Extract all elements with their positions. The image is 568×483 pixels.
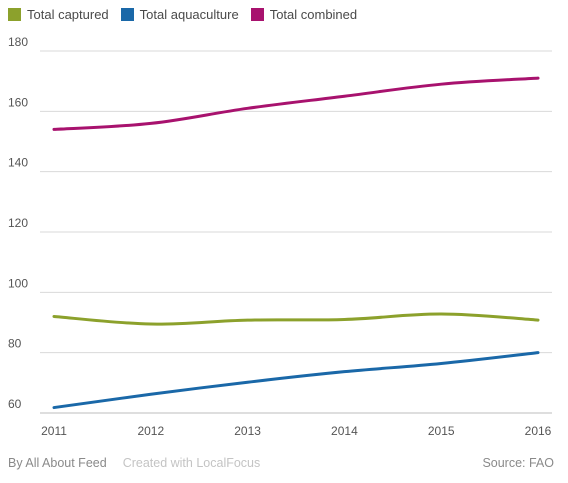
credit-link[interactable]: By All About Feed	[8, 456, 107, 470]
legend-item-aquaculture[interactable]: Total aquaculture	[120, 7, 239, 22]
series-line-total-captured[interactable]	[52, 312, 540, 326]
legend-swatch-aquaculture	[120, 8, 134, 21]
legend-label-combined: Total combined	[269, 7, 358, 22]
legend-swatch-captured	[8, 8, 21, 21]
chart-legend: Total captured Total aquaculture Total c…	[8, 7, 357, 22]
x-tick-label: 2014	[331, 424, 358, 438]
x-tick-label: 2013	[234, 424, 261, 438]
y-tick-label: 60	[8, 397, 22, 411]
legend-item-combined[interactable]: Total combined	[250, 7, 358, 22]
y-tick-label: 180	[8, 35, 28, 49]
gridlines	[40, 50, 552, 414]
series-lines	[52, 76, 540, 410]
legend-swatch-combined	[250, 8, 264, 21]
legend-label-captured: Total captured	[27, 7, 109, 22]
chart-footer: By All About Feed Created with LocalFocu…	[8, 456, 554, 470]
y-tick-label: 100	[8, 276, 28, 290]
y-tick-label: 140	[8, 156, 28, 170]
created-with-link[interactable]: Created with LocalFocus	[122, 456, 261, 470]
series-line-total-combined[interactable]	[52, 76, 540, 131]
y-tick-label: 80	[8, 337, 22, 351]
x-tick-label: 2012	[137, 424, 164, 438]
y-tick-label: 160	[8, 95, 28, 109]
legend-item-captured[interactable]: Total captured	[8, 7, 109, 22]
x-tick-label: 2016	[525, 424, 552, 438]
source-text: Source: FAO	[482, 456, 554, 470]
y-axis-ticks: 60 80 100 120 140 160 180	[8, 35, 28, 411]
series-line-total-aquaculture[interactable]	[52, 351, 540, 410]
x-tick-label: 2015	[428, 424, 455, 438]
x-axis-ticks: 2011 2012 2013 2014 2015 2016	[41, 424, 552, 438]
x-tick-label: 2011	[41, 424, 67, 438]
y-tick-label: 120	[8, 216, 28, 230]
legend-label-aquaculture: Total aquaculture	[139, 7, 239, 22]
